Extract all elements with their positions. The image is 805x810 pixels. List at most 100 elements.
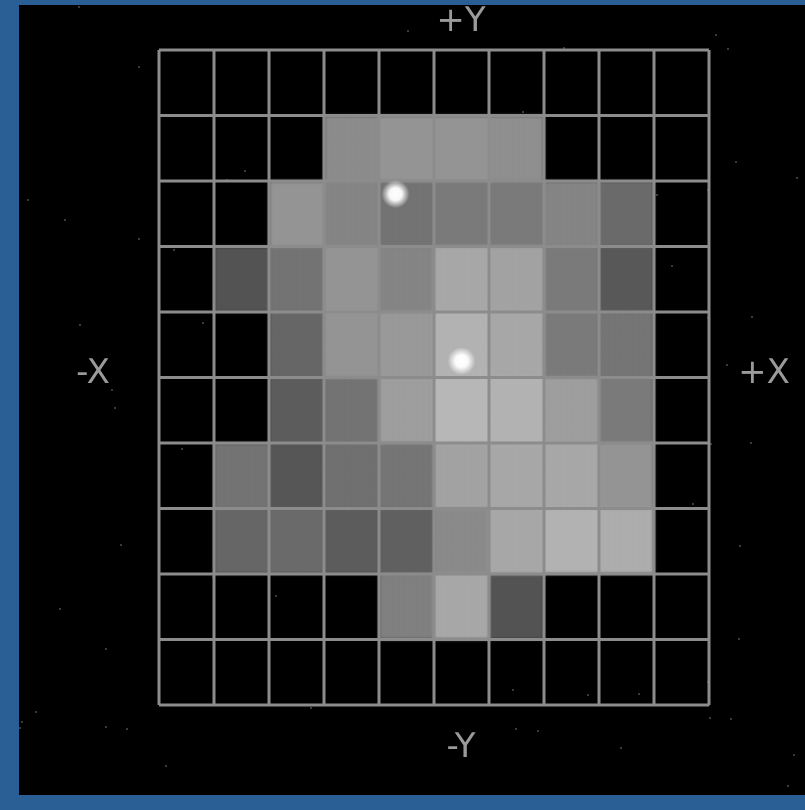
background-dot — [515, 728, 517, 730]
pixel-cell-texture — [544, 312, 599, 378]
pixel-cell-texture — [324, 312, 379, 378]
pixel-cell-texture — [379, 377, 434, 443]
pixel-cell-texture — [489, 443, 544, 509]
pixel-cell-texture — [434, 115, 489, 181]
background-dot — [656, 194, 658, 196]
background-dot — [750, 442, 752, 444]
pixel-cell-texture — [544, 377, 599, 443]
background-dot — [35, 711, 37, 713]
axis-label-right: +X — [738, 352, 790, 392]
background-dot — [173, 249, 175, 251]
pixel-cell-texture — [324, 246, 379, 312]
pixel-cell-texture — [489, 377, 544, 443]
star-marker-upper — [381, 180, 410, 209]
background-dot — [165, 765, 167, 767]
background-dot — [620, 747, 622, 749]
background-dot — [21, 721, 23, 723]
pixel-cell-texture — [599, 312, 654, 378]
pixel-cell-texture — [324, 508, 379, 574]
background-dot — [407, 30, 409, 32]
background-dot — [563, 47, 565, 49]
pixel-cell-texture — [544, 508, 599, 574]
pixel-cell-texture — [544, 181, 599, 247]
background-dot — [709, 717, 711, 719]
pixel-cell-texture — [379, 574, 434, 640]
pixel-cell-texture — [324, 181, 379, 247]
pixel-cell-texture — [269, 443, 324, 509]
star-marker-center — [447, 347, 476, 376]
pixel-cell-texture — [269, 246, 324, 312]
pixel-cell-texture — [599, 181, 654, 247]
background-dot — [522, 111, 524, 113]
background-dot — [310, 707, 312, 709]
background-dot — [78, 6, 80, 8]
background-dot — [715, 34, 717, 36]
pixel-cell-texture — [379, 508, 434, 574]
pixel-cell-texture — [434, 246, 489, 312]
background-dot — [537, 730, 539, 732]
background-dot — [275, 595, 277, 597]
pixel-cell-texture — [269, 377, 324, 443]
background-dot — [138, 238, 140, 240]
background-dot — [59, 608, 61, 610]
background-dot — [793, 754, 795, 756]
pixel-cell-texture — [214, 508, 269, 574]
background-dot — [126, 728, 128, 730]
pixel-cell-texture — [269, 181, 324, 247]
pixel-cell-texture — [434, 181, 489, 247]
pixel-cell-texture — [489, 181, 544, 247]
background-dot — [120, 544, 122, 546]
background-dot — [727, 48, 729, 50]
background-dot — [512, 689, 514, 691]
pixel-cell-texture — [324, 115, 379, 181]
background-dot — [735, 161, 737, 163]
background-dot — [79, 324, 81, 326]
pixel-cell-texture — [214, 443, 269, 509]
pixel-cell-texture — [434, 377, 489, 443]
background-dot — [587, 694, 589, 696]
pixel-cell-texture — [434, 574, 489, 640]
background-dot — [638, 693, 640, 695]
background-dot — [244, 170, 246, 172]
star-field-grid: +Y -Y -X +X — [19, 5, 798, 787]
pixel-cell-texture — [489, 574, 544, 640]
pixel-cell-texture — [324, 377, 379, 443]
axis-label-top: +Y — [436, 5, 485, 40]
pixel-cell-texture — [379, 246, 434, 312]
pixel-cell-texture — [214, 246, 269, 312]
background-dot — [796, 177, 798, 179]
background-dot — [730, 718, 732, 720]
pixel-cell-texture — [599, 508, 654, 574]
pixel-cell-texture — [434, 508, 489, 574]
pixel-cell-texture — [434, 443, 489, 509]
background-dot — [692, 503, 694, 505]
background-dot — [181, 448, 183, 450]
pixel-cell-texture — [324, 443, 379, 509]
background-dot — [105, 648, 107, 650]
pixel-cell-texture — [489, 115, 544, 181]
pixel-cell-texture — [544, 246, 599, 312]
background-dot — [671, 265, 673, 267]
pixel-cell-texture — [489, 508, 544, 574]
axis-label-left: -X — [76, 352, 110, 392]
pixel-cell-texture — [599, 377, 654, 443]
grid-lines — [157, 48, 711, 707]
background-dot — [202, 322, 204, 324]
background-dot — [739, 545, 741, 547]
pixel-cells — [214, 115, 654, 640]
pixel-cell-texture — [599, 443, 654, 509]
background-dot — [738, 638, 740, 640]
background-dot — [710, 443, 712, 445]
background-dot — [111, 389, 113, 391]
background-dot — [751, 316, 753, 318]
pixel-cell-texture — [544, 443, 599, 509]
pixel-cell-texture — [379, 115, 434, 181]
background-dot — [787, 785, 789, 787]
background-dot — [726, 364, 728, 366]
star-field-frame: +Y -Y -X +X — [19, 5, 805, 795]
star-markers — [381, 180, 476, 376]
pixel-cell-texture — [379, 312, 434, 378]
bottom-border-bar — [0, 795, 805, 810]
pixel-cell-texture — [489, 312, 544, 378]
background-dot — [19, 727, 21, 729]
